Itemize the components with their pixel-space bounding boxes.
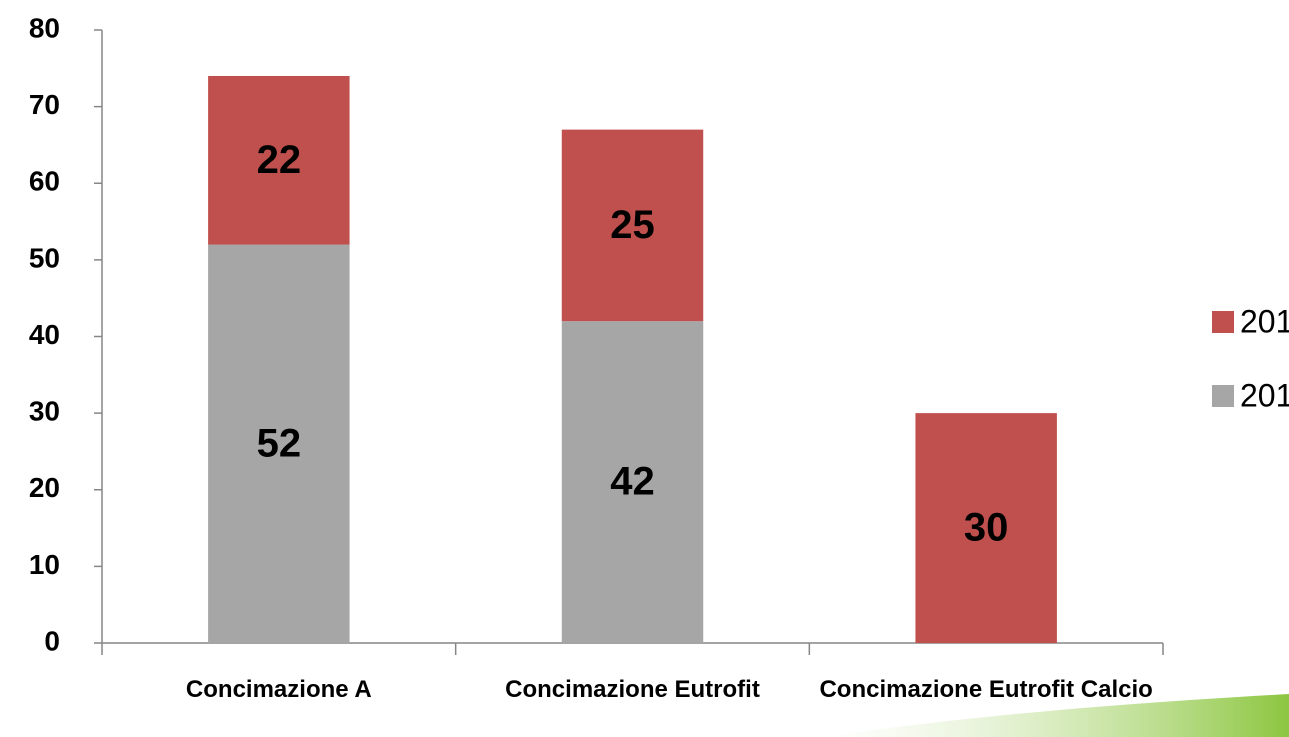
y-tick-label: 20 — [29, 472, 60, 503]
data-label: 25 — [610, 203, 655, 247]
y-tick-label: 80 — [29, 12, 60, 43]
data-label: 30 — [964, 506, 1009, 550]
y-tick-label: 0 — [44, 625, 60, 656]
x-tick-label: Concimazione A — [185, 676, 372, 703]
legend-swatch — [1212, 311, 1234, 333]
bar-segment — [561, 129, 704, 322]
y-tick-label: 60 — [29, 166, 60, 197]
legend-label: 2015 — [1240, 377, 1289, 413]
data-label: 42 — [610, 460, 655, 504]
bar-segment — [561, 321, 704, 643]
data-label: 22 — [257, 138, 302, 182]
bar-segment — [208, 244, 350, 644]
bar-segment — [208, 75, 350, 245]
legend-swatch — [1212, 385, 1234, 407]
bar-segment — [915, 413, 1057, 643]
x-tick-label: Concimazione Eutrofit Calcio — [819, 676, 1153, 703]
y-tick-label: 40 — [29, 319, 60, 350]
y-tick-label: 30 — [29, 396, 60, 427]
decor-swoosh — [820, 694, 1289, 737]
y-tick-label: 70 — [29, 89, 60, 120]
data-label: 52 — [257, 421, 302, 465]
y-tick-label: 10 — [29, 549, 60, 580]
legend-label: 2016 — [1240, 303, 1289, 339]
x-tick-label: Concimazione Eutrofit — [505, 676, 760, 703]
y-tick-label: 50 — [29, 242, 60, 273]
